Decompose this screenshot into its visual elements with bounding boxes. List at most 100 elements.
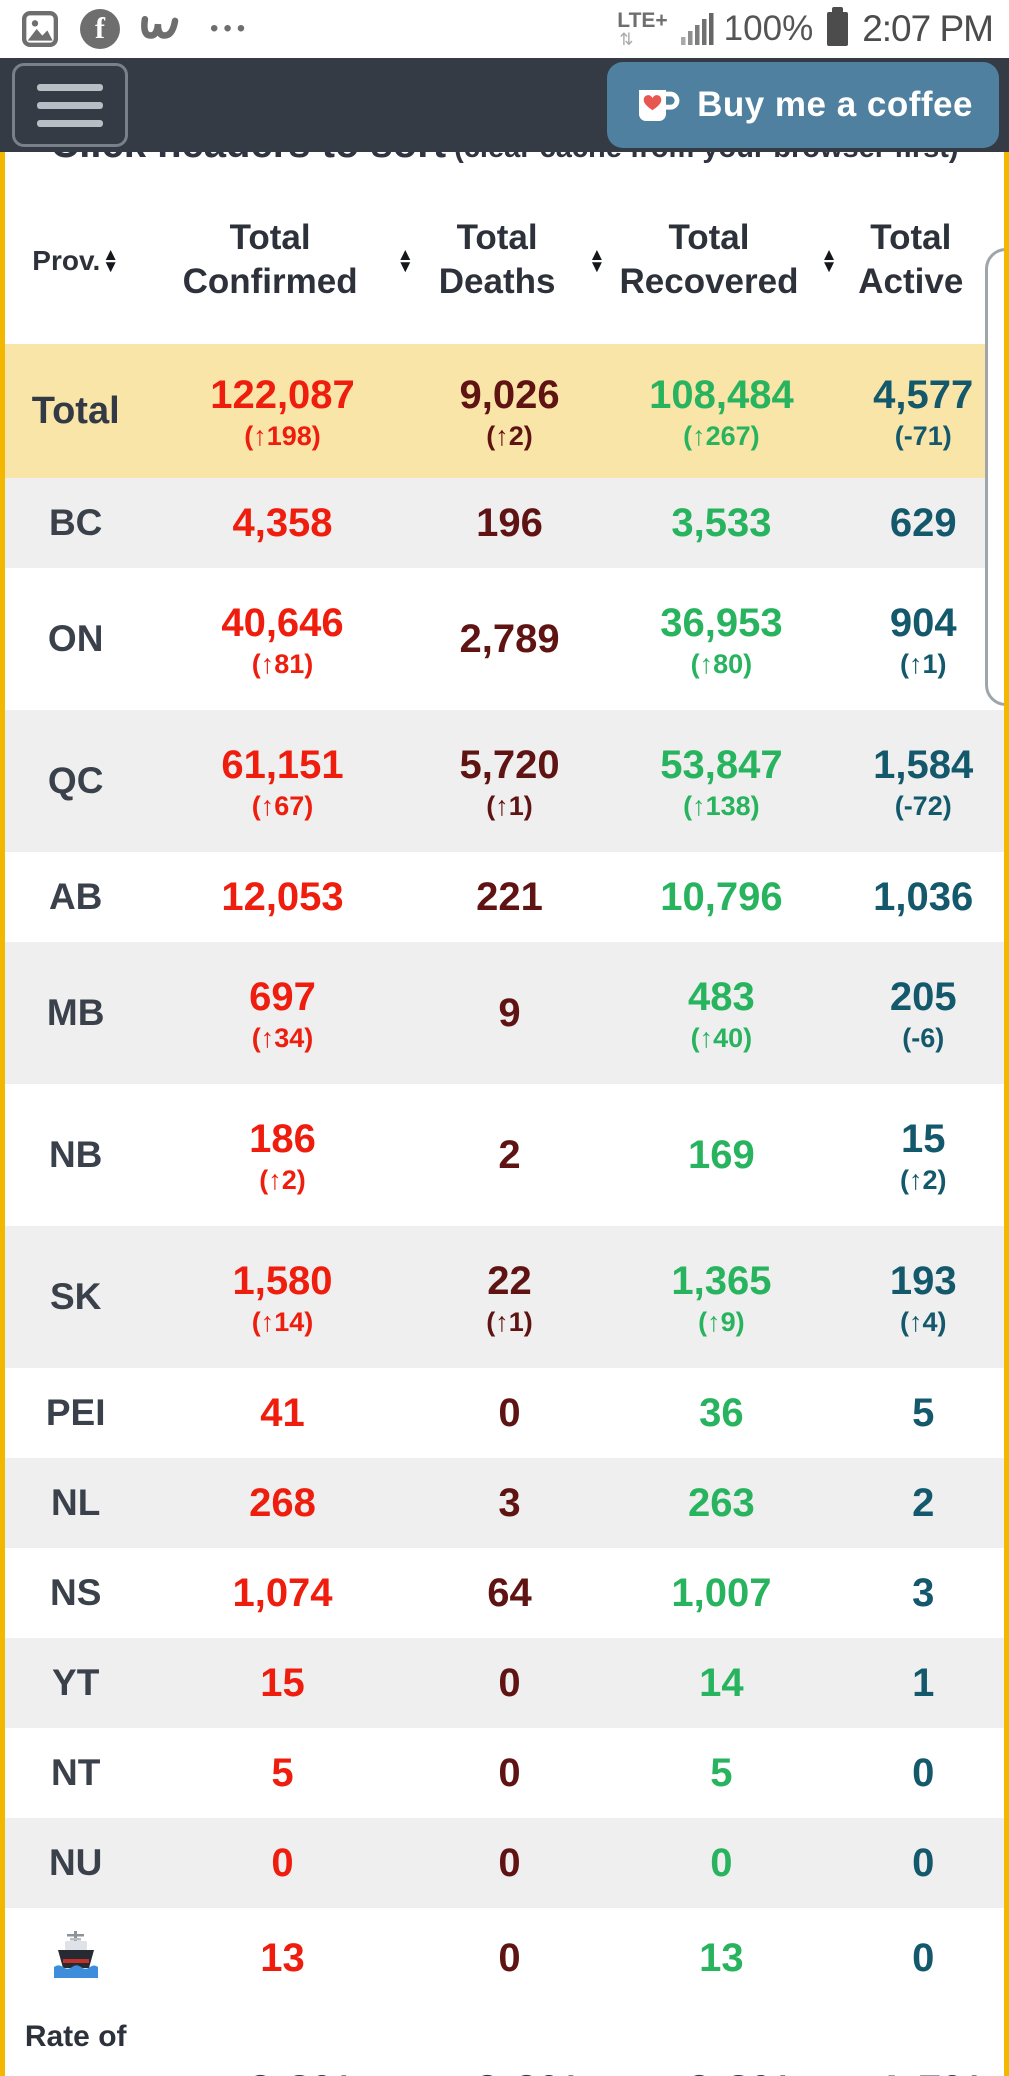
buy-me-a-coffee-button[interactable]: Buy me a coffee: [607, 62, 999, 148]
cell-value: 0: [498, 1661, 521, 1705]
cell-value: 221: [476, 875, 543, 919]
cell-value: 1: [912, 1661, 935, 1705]
cell-delta: (↑198): [244, 420, 321, 451]
cell-value: 263: [688, 1481, 755, 1525]
cell-value: 2,789: [459, 617, 560, 661]
column-header-deaths[interactable]: Total Deaths ▲ ▼: [414, 176, 606, 344]
sort-hint-note: Click headers to sort (clear cache from …: [0, 152, 1009, 176]
table-body: Total 122,087 (↑198) 9,026 (↑2) 108,484 (↑267)…: [0, 344, 1009, 2076]
cell-delta: (↑67): [251, 790, 314, 821]
row-label: NL: [51, 1482, 101, 1523]
cell-value: 122,087: [210, 372, 355, 417]
table-row-rate: Rate of↑ 0.2%↑ 0.0%↑ 0.2%-1.5%: [0, 2008, 1009, 2076]
cell-value: ↑ 0.2%: [151, 2066, 413, 2076]
cell-value: 1,074: [232, 1571, 333, 1615]
cell-recovered: 10,796: [605, 852, 837, 942]
cell-value: 186: [249, 1116, 316, 1161]
sort-icon: ▲▼: [820, 245, 838, 276]
battery-percent-label: 100%: [723, 9, 814, 48]
cell-confirmed: 40,646 (↑81): [151, 568, 413, 710]
cell-active: 0: [837, 1908, 1009, 2008]
page-content: Click headers to sort (clear cache from …: [0, 152, 1009, 2076]
more-dots-icon: •••: [210, 15, 251, 42]
table-row-cruise-ship: 13 0 13 0: [0, 1908, 1009, 2008]
cell-value: 64: [487, 1571, 532, 1615]
cell-value: 268: [249, 1481, 316, 1525]
cell-delta: (↑4): [899, 1306, 947, 1337]
column-header-confirmed[interactable]: Total Confirmed ▲ ▼: [151, 176, 414, 344]
cell-active: 1,584 (-72): [837, 710, 1009, 852]
cell-deaths: 5,720 (↑1): [414, 710, 606, 852]
status-bar: f ••• LTE+ ⇅ 100% 2:07 PM: [0, 0, 1009, 58]
table-header-row: Prov. ▲ ▼ Total Confirmed ▲ ▼ Total Deaths ▲ ▼ To…: [0, 176, 1009, 344]
covid-province-table: Prov. ▲ ▼ Total Confirmed ▲ ▼ Total Deaths ▲ ▼ To…: [0, 176, 1009, 2076]
row-label: BC: [48, 502, 103, 543]
cell-value: 9,026: [459, 372, 560, 417]
table-row-nu: NU 0 0 0 0: [0, 1818, 1009, 1908]
cell-deaths: 3: [414, 1458, 606, 1548]
cell-confirmed: 15: [151, 1638, 413, 1728]
cell-value: ↑ 0.2%: [605, 2066, 837, 2076]
row-label: YT: [52, 1662, 100, 1703]
cell-active: 629: [837, 478, 1009, 568]
cell-recovered: 5: [605, 1728, 837, 1818]
cell-value: 1,007: [671, 1571, 772, 1615]
row-label: NB: [48, 1134, 103, 1175]
cell-active: 3: [837, 1548, 1009, 1638]
status-indicators: LTE+ ⇅ 100% 2:07 PM: [617, 7, 994, 50]
cell-deaths: 2: [414, 1084, 606, 1226]
cell-recovered: 263: [605, 1458, 837, 1548]
cell-value: 4,358: [232, 501, 333, 545]
cell-value: 108,484: [649, 372, 794, 417]
sort-icon: ▲▼: [396, 245, 414, 276]
cell-value: 697: [249, 974, 316, 1019]
sort-hint-small: (clear cache from your browser first): [446, 152, 958, 164]
cell-recovered: 3,533: [605, 478, 837, 568]
table-row-sk: SK 1,580 (↑14) 22 (↑1) 1,365 (↑9) 193 (↑4): [0, 1226, 1009, 1368]
table-row-ab: AB 12,053 221 10,796 1,036: [0, 852, 1009, 942]
row-label: NU: [48, 1842, 103, 1883]
row-label: NS: [49, 1572, 102, 1613]
cell-value: 1,036: [873, 875, 974, 919]
row-label: SK: [49, 1276, 102, 1317]
cell-value: 41: [260, 1391, 305, 1435]
column-header-prov[interactable]: Prov. ▲ ▼: [0, 176, 151, 344]
column-header-label: Total Recovered: [619, 218, 799, 301]
column-header-label: Prov.: [32, 244, 101, 276]
cell-value: 1,580: [232, 1258, 333, 1303]
coffee-mug-icon: [639, 90, 680, 121]
cell-confirmed: 12,053: [151, 852, 413, 942]
column-header-active[interactable]: Total Active▲▼: [837, 176, 1009, 344]
cell-deaths: 0: [414, 1638, 606, 1728]
cell-value: 5: [912, 1391, 935, 1435]
table-row-bc: BC 4,358 196 3,533 629: [0, 478, 1009, 568]
cell-active: 2: [837, 1458, 1009, 1548]
table-border-left: [0, 152, 5, 2076]
cell-value: -1.5%: [837, 2066, 1009, 2076]
cell-value: 9: [498, 991, 521, 1035]
column-header-recovered[interactable]: Total Recovered ▲ ▼: [605, 176, 838, 344]
cell-deaths: 9: [414, 942, 606, 1084]
cell-recovered: 36: [605, 1368, 837, 1458]
table-row-nl: NL 268 3 263 2: [0, 1458, 1009, 1548]
battery-icon: [827, 7, 849, 46]
cell-recovered: 36,953 (↑80): [605, 568, 837, 710]
cell-value: ↑ 0.0%: [414, 2066, 606, 2076]
cell-deaths: 221: [414, 852, 606, 942]
cell-deaths: 0: [414, 1728, 606, 1818]
cell-value: 15: [260, 1661, 305, 1705]
cell-deaths: 196: [414, 478, 606, 568]
cell-active: 15 (↑2): [837, 1084, 1009, 1226]
cell-value: 3: [912, 1571, 935, 1615]
cell-value: 40,646: [221, 600, 344, 645]
cell-confirmed: 1,580 (↑14): [151, 1226, 413, 1368]
cell-value: 0: [498, 1936, 521, 1980]
cell-value: 1,365: [671, 1258, 772, 1303]
hamburger-menu-button[interactable]: [12, 63, 128, 147]
cell-value: 13: [699, 1936, 744, 1980]
cell-recovered: 483 (↑40): [605, 942, 837, 1084]
network-indicator: LTE+ ⇅: [617, 10, 667, 48]
cell-value: 0: [498, 1841, 521, 1885]
table-border-right: [1004, 152, 1009, 2076]
table-row-nt: NT 5 0 5 0: [0, 1728, 1009, 1818]
